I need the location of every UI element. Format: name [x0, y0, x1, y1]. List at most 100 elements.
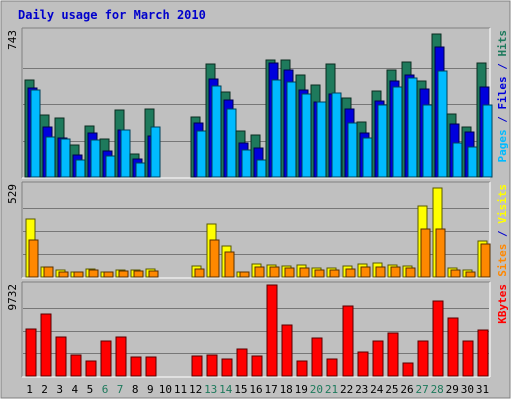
x-tick-label: 22 [340, 383, 353, 396]
x-tick-label: 19 [295, 383, 308, 396]
x-tick-label: 10 [159, 383, 172, 396]
bar-sites-day-17 [269, 266, 280, 278]
bar-sites-day-5 [88, 269, 99, 278]
bar-sites-day-31 [480, 243, 491, 278]
x-tick-label: 30 [461, 383, 474, 396]
panel-max-label: 529 [6, 184, 19, 204]
bar-sites-day-15 [239, 271, 250, 278]
bar-sites-day-16 [254, 266, 265, 278]
bar-pages-day-28 [437, 70, 448, 178]
axis-label-part: / [496, 57, 509, 77]
bar-sites-day-29 [450, 269, 461, 278]
bar-kbytes-day-4 [70, 354, 82, 377]
bar-pages-day-1 [30, 89, 41, 178]
x-tick-label: 7 [117, 383, 124, 396]
panel-axis-label: Sites / Visits [496, 184, 509, 277]
bar-sites-day-2 [43, 266, 54, 278]
bar-sites-day-22 [345, 268, 356, 278]
x-tick-label: 15 [234, 383, 247, 396]
chart-title: Daily usage for March 2010 [18, 8, 206, 22]
x-tick-label: 20 [310, 383, 323, 396]
axis-label-part: Hits [496, 30, 509, 57]
bar-kbytes-day-7 [115, 336, 127, 377]
bar-kbytes-day-22 [342, 305, 354, 377]
bar-pages-day-16 [256, 159, 267, 178]
bar-pages-day-18 [286, 81, 297, 178]
bar-sites-day-4 [73, 271, 84, 278]
x-tick-label: 18 [280, 383, 293, 396]
bar-pages-day-14 [226, 108, 237, 178]
bar-pages-day-27 [422, 104, 433, 178]
bar-kbytes-day-23 [357, 351, 369, 377]
panel-axis-label: KBytes [496, 284, 509, 324]
x-tick-label: 31 [476, 383, 489, 396]
chart-panels [21, 27, 493, 378]
axis-label-part: Pages [496, 129, 509, 162]
bar-kbytes-day-3 [55, 336, 67, 377]
bar-kbytes-day-13 [206, 354, 218, 377]
x-tick-label: 1 [26, 383, 33, 396]
bar-kbytes-day-25 [387, 332, 399, 377]
bar-pages-day-21 [331, 92, 342, 178]
bar-pages-day-19 [301, 93, 312, 178]
bar-kbytes-day-31 [477, 329, 489, 377]
bar-kbytes-day-24 [372, 340, 384, 377]
bar-kbytes-day-8 [130, 356, 142, 377]
bar-kbytes-day-16 [251, 355, 263, 377]
x-tick-label: 3 [56, 383, 63, 396]
bar-sites-day-14 [224, 251, 235, 278]
x-axis-day-labels: 1 2 3 4 5 6 7 8 9 10 11 12 13 14 15 16 17 18 19 20 21 22 23 24 2… [26, 383, 489, 396]
bar-pages-day-20 [316, 101, 327, 178]
bar-pages-day-5 [90, 139, 101, 178]
bar-kbytes-day-27 [417, 340, 429, 377]
x-tick-label: 16 [249, 383, 262, 396]
x-tick-label: 5 [87, 383, 94, 396]
bar-sites-day-3 [58, 271, 69, 278]
x-tick-label: 11 [174, 383, 187, 396]
x-tick-label: 26 [400, 383, 413, 396]
bar-sites-day-30 [465, 271, 476, 278]
bar-kbytes-day-28 [432, 300, 444, 377]
panel-visits_sites [21, 181, 491, 279]
x-tick-label: 25 [385, 383, 398, 396]
bar-sites-day-26 [405, 267, 416, 278]
bar-sites-day-7 [118, 270, 129, 278]
bar-pages-day-23 [362, 137, 373, 178]
bar-sites-day-21 [329, 269, 340, 278]
bar-sites-day-23 [360, 266, 371, 278]
panel-axis-label: Pages / Files / Hits [496, 30, 509, 163]
bar-kbytes-day-9 [145, 356, 157, 377]
bar-kbytes-day-19 [296, 360, 308, 377]
bar-kbytes-day-21 [326, 358, 338, 377]
bar-sites-day-18 [284, 267, 295, 278]
bar-sites-day-9 [148, 270, 159, 278]
bar-kbytes-day-29 [447, 317, 459, 377]
x-tick-label: 14 [219, 383, 233, 396]
bar-pages-day-22 [347, 122, 358, 178]
x-tick-label: 27 [415, 383, 428, 396]
x-tick-label: 13 [204, 383, 217, 396]
bar-kbytes-day-30 [462, 340, 474, 377]
bar-sites-day-20 [314, 269, 325, 278]
bar-sites-day-1 [28, 239, 39, 278]
x-tick-label: 17 [264, 383, 277, 396]
x-tick-label: 21 [325, 383, 338, 396]
panel-hits_files_pages [21, 27, 493, 179]
bar-kbytes-day-2 [40, 313, 52, 377]
bar-kbytes-day-18 [281, 324, 293, 377]
x-tick-label: 24 [370, 383, 384, 396]
x-tick-label: 9 [147, 383, 154, 396]
x-tick-label: 4 [71, 383, 78, 396]
bar-pages-day-17 [271, 79, 282, 178]
x-tick-label: 6 [102, 383, 109, 396]
bar-pages-day-7 [120, 129, 131, 178]
bar-sites-day-28 [435, 228, 446, 278]
bar-pages-day-4 [75, 159, 86, 178]
bar-sites-day-6 [103, 271, 114, 278]
bar-kbytes-day-26 [402, 362, 414, 377]
bar-pages-day-8 [135, 162, 146, 178]
axis-label-part: Sites [496, 244, 509, 277]
bar-pages-day-13 [211, 85, 222, 178]
